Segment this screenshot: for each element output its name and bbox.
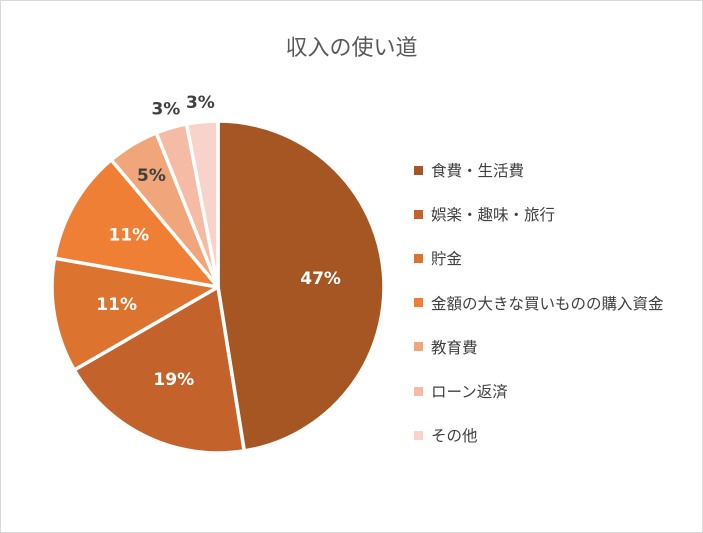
- legend-label: 娯楽・趣味・旅行: [431, 206, 556, 225]
- legend-item-1: 食費・生活費: [414, 148, 664, 192]
- legend-item-4: 金額の大きな買いものの購入資金: [414, 281, 664, 325]
- slice-label-2: 19%: [153, 370, 194, 390]
- legend-item-5: 教育費: [414, 325, 664, 369]
- legend-swatch: [414, 253, 423, 263]
- pie-slice-7: [184, 119, 220, 289]
- slice-label-7: 3%: [186, 93, 215, 113]
- legend-swatch: [414, 430, 423, 440]
- pie-slice-3: [50, 256, 220, 372]
- chart-title: 収入の使い道: [285, 36, 418, 61]
- slice-label-3: 11%: [96, 295, 137, 315]
- legend-label: ローン返済: [431, 383, 508, 402]
- legend-swatch: [414, 342, 423, 352]
- legend-swatch: [414, 298, 423, 308]
- slice-label-1: 47%: [300, 269, 341, 289]
- legend-swatch: [414, 165, 423, 175]
- pie-slice-2: [72, 285, 246, 455]
- slice-label-4: 11%: [109, 226, 150, 246]
- legend-label: 貯金: [431, 250, 463, 269]
- legend-label: 金額の大きな買いものの購入資金: [431, 294, 664, 313]
- legend-swatch: [414, 386, 423, 396]
- pie-slice-1: [216, 119, 386, 453]
- legend-item-7: その他: [414, 413, 664, 457]
- legend-swatch: [414, 209, 423, 219]
- legend: 食費・生活費娯楽・趣味・旅行 貯金金額の大きな買いものの購入資金 教育費ローン返済そ…: [414, 148, 664, 457]
- legend-label: 教育費: [431, 338, 478, 357]
- pie-slice-4: [52, 158, 220, 289]
- legend-label: その他: [431, 427, 478, 446]
- legend-item-2: 娯楽・趣味・旅行: [414, 192, 664, 236]
- legend-label: 食費・生活費: [431, 162, 525, 181]
- slice-label-6: 3%: [151, 99, 180, 119]
- slice-label-5: 5%: [137, 166, 166, 186]
- legend-item-6: ローン返済: [414, 369, 664, 413]
- legend-item-3: 貯金: [414, 236, 664, 280]
